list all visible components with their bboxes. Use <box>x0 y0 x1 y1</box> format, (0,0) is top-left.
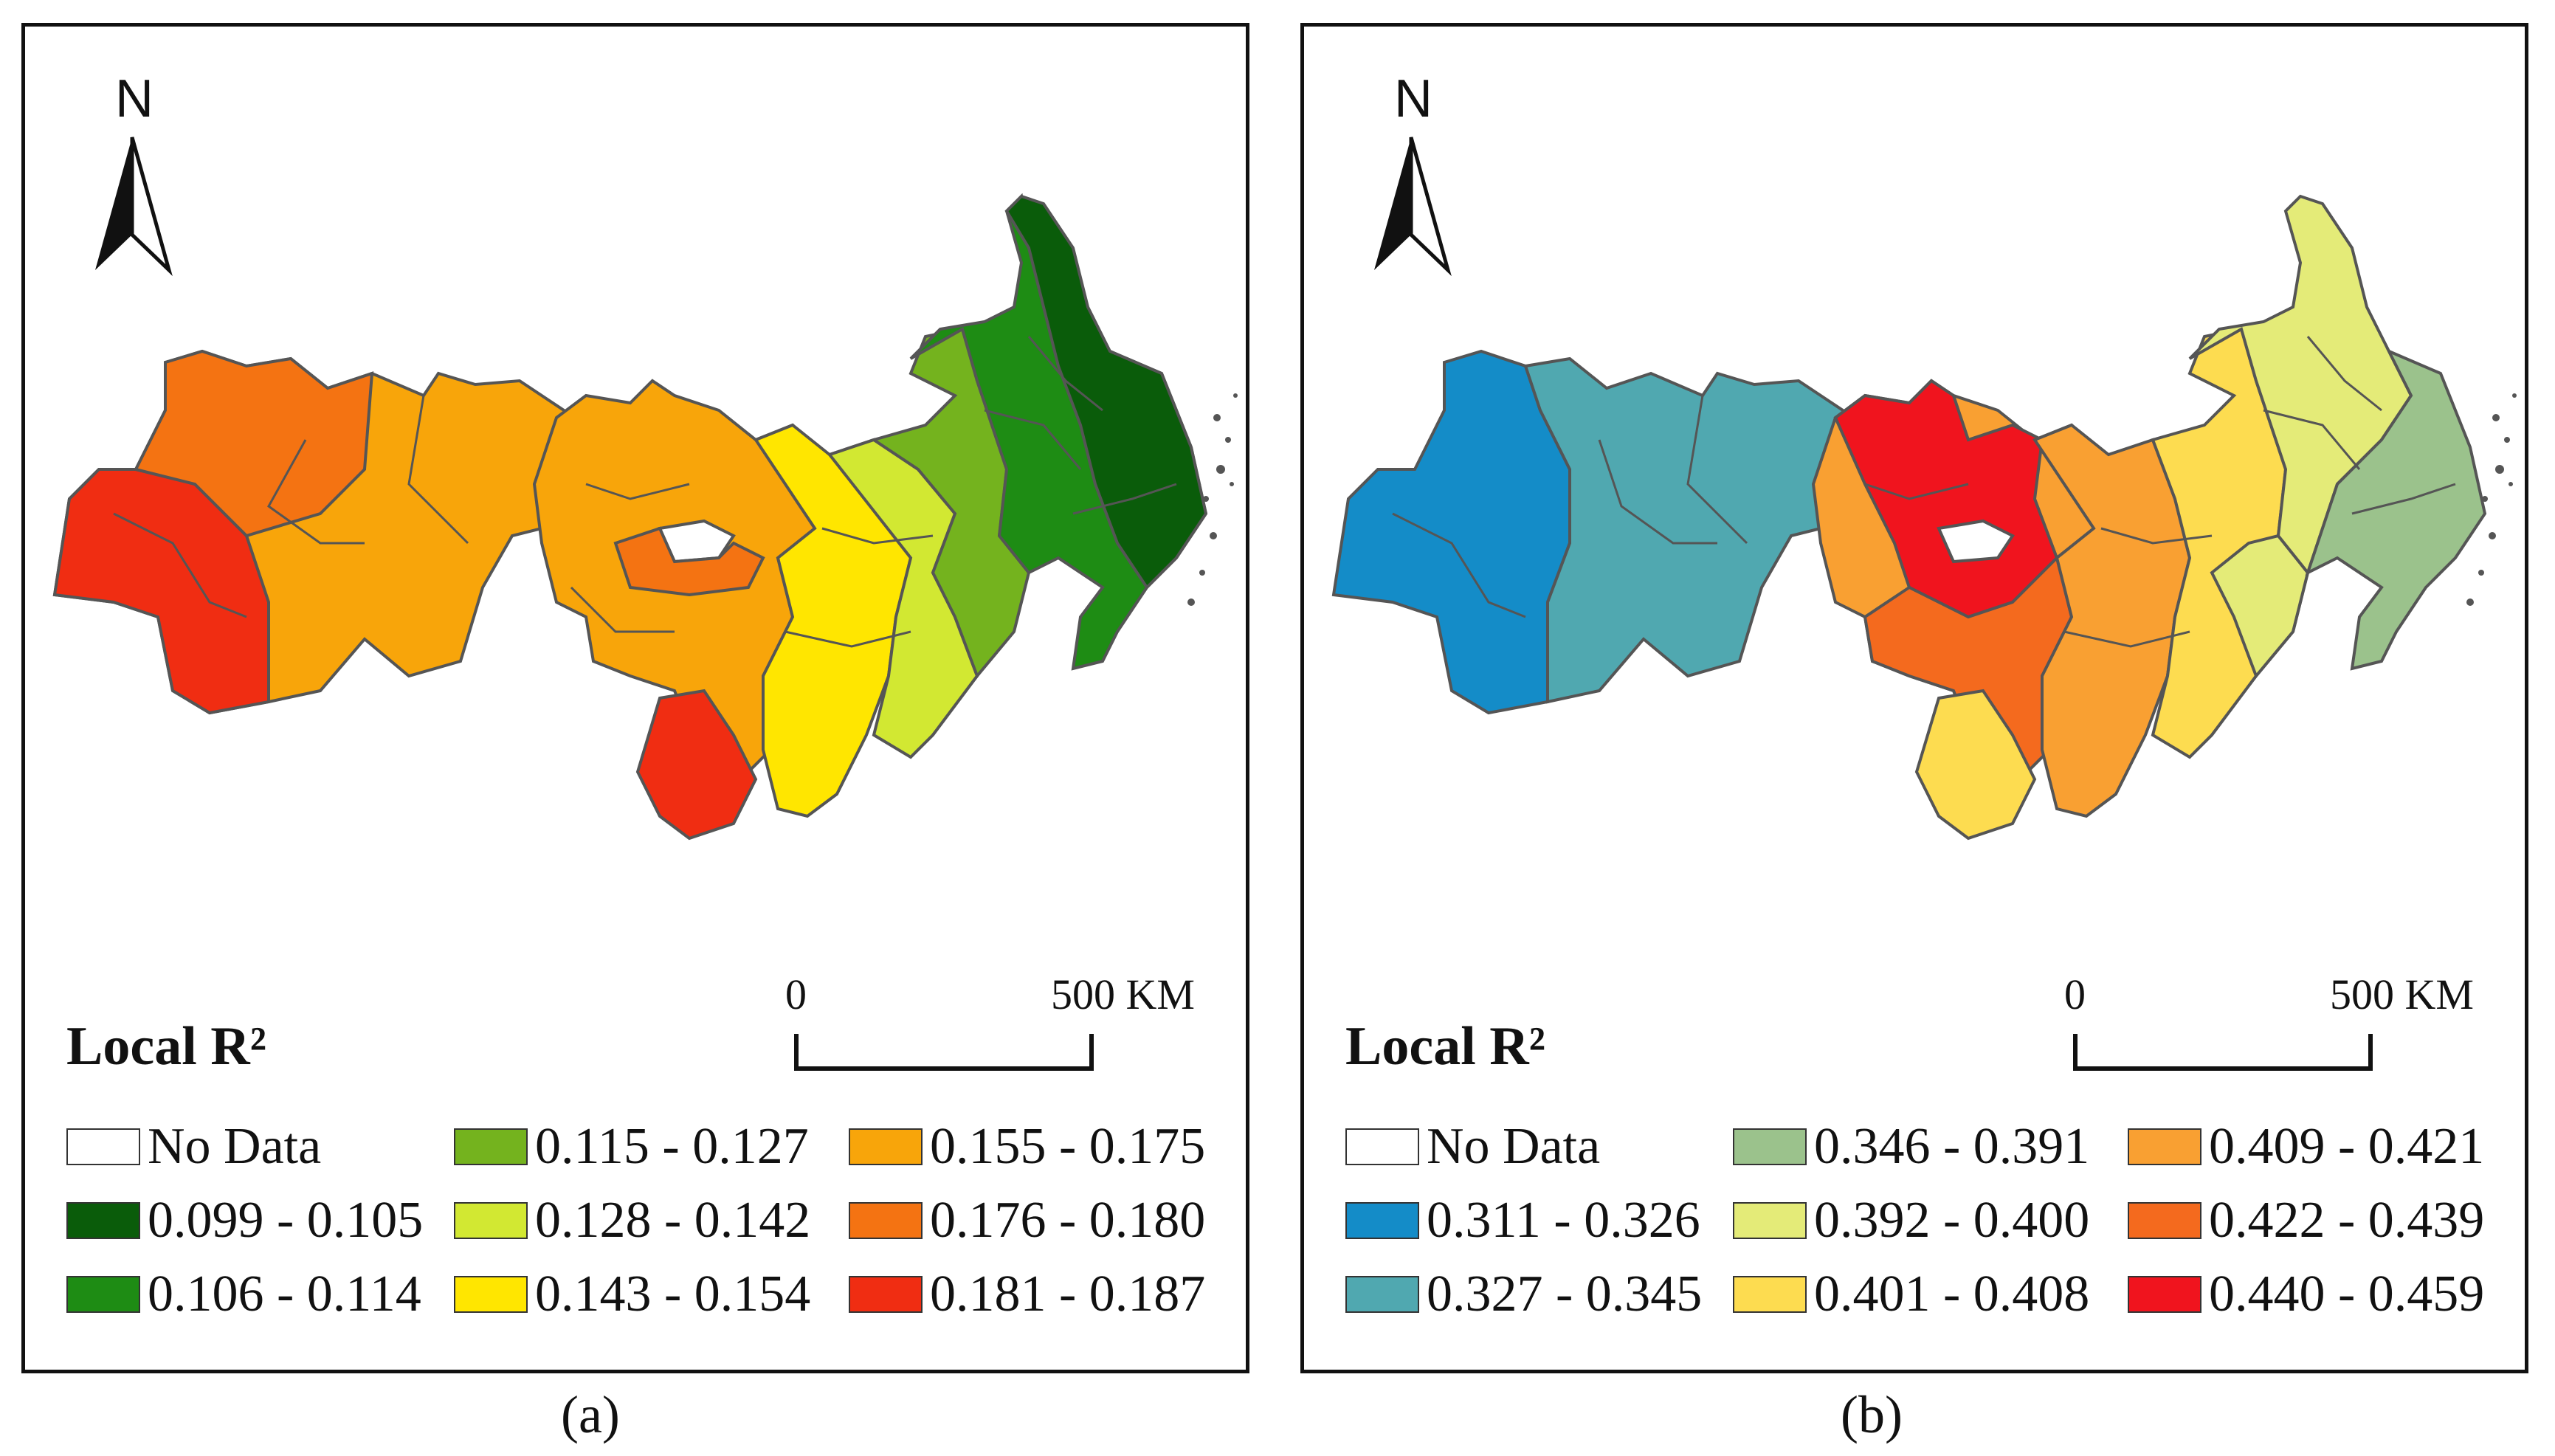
legend: No Data 0.311 - 0.326 0.327 - 0.345 0.34… <box>1345 1117 2526 1339</box>
legend-item: 0.128 - 0.142 <box>454 1191 810 1250</box>
legend-item: No Data <box>66 1117 321 1176</box>
legend-item: 0.422 - 0.439 <box>2128 1191 2484 1250</box>
legend-label: 0.327 - 0.345 <box>1427 1266 1703 1322</box>
legend: No Data 0.099 - 0.105 0.106 - 0.114 0.11… <box>66 1117 1247 1339</box>
north-arrow-icon <box>1374 137 1452 277</box>
islands <box>2466 393 2517 606</box>
legend-item: 0.115 - 0.127 <box>454 1117 809 1176</box>
legend-swatch <box>2128 1276 2201 1313</box>
legend-label: 0.346 - 0.391 <box>1814 1118 2090 1175</box>
legend-swatch <box>1733 1276 1807 1313</box>
legend-item: 0.440 - 0.459 <box>2128 1265 2484 1324</box>
legend-swatch <box>66 1202 140 1239</box>
region-south-red <box>635 689 758 841</box>
legend-label: 0.176 - 0.180 <box>930 1192 1206 1249</box>
legend-item: 0.327 - 0.345 <box>1345 1265 1702 1324</box>
legend-label: No Data <box>148 1118 322 1175</box>
legend-swatch <box>1733 1128 1807 1165</box>
legend-swatch <box>849 1276 923 1313</box>
scale-start-label: 0 <box>2064 970 2086 1018</box>
legend-item: 0.401 - 0.408 <box>1733 1265 2089 1324</box>
region-south-yellow <box>1914 689 2037 841</box>
region-central-hole <box>1937 519 2015 564</box>
legend-label: 0.440 - 0.459 <box>2209 1266 2485 1322</box>
region-east-pale <box>2188 194 2413 576</box>
region-west-borders <box>113 395 469 618</box>
legend-title: Local R² <box>66 1016 266 1077</box>
region-west-teal <box>1523 356 1875 704</box>
region-east-sage <box>2305 348 2487 671</box>
region-east-borders <box>570 336 1177 648</box>
legend-swatch <box>66 1128 140 1165</box>
map-a <box>52 137 1238 1071</box>
legend-item: 0.392 - 0.400 <box>1733 1191 2089 1250</box>
map-panel-b: N 0 500 KM Local R² No Data 0.311 - 0.32… <box>1300 23 2528 1373</box>
scale-bar <box>2073 1034 2373 1071</box>
legend-swatch <box>2128 1128 2201 1165</box>
legend-item: 0.409 - 0.421 <box>2128 1117 2484 1176</box>
legend-swatch <box>849 1128 923 1165</box>
legend-item: 0.311 - 0.326 <box>1345 1191 1700 1250</box>
legend-label: 0.143 - 0.154 <box>535 1266 811 1322</box>
north-arrow-icon <box>95 137 173 277</box>
scale-end-label: 500 KM <box>1051 970 1195 1018</box>
legend-label: 0.401 - 0.408 <box>1814 1266 2090 1322</box>
legend-swatch <box>1733 1202 1807 1239</box>
legend-label: 0.311 - 0.326 <box>1427 1192 1700 1249</box>
legend-swatch <box>454 1276 528 1313</box>
legend-label: 0.128 - 0.142 <box>535 1192 811 1249</box>
legend-item: 0.181 - 0.187 <box>849 1265 1205 1324</box>
north-label: N <box>1394 69 1432 128</box>
legend-title: Local R² <box>1345 1016 1545 1077</box>
legend-label: 0.181 - 0.187 <box>930 1266 1206 1322</box>
legend-swatch <box>454 1128 528 1165</box>
region-west-borders <box>1392 395 1748 618</box>
scale-bar <box>794 1034 1094 1071</box>
legend-label: 0.422 - 0.439 <box>2209 1192 2485 1249</box>
legend-label: 0.099 - 0.105 <box>148 1192 424 1249</box>
legend-label: 0.155 - 0.175 <box>930 1118 1206 1175</box>
legend-swatch <box>2128 1202 2201 1239</box>
region-central-red <box>1833 379 2059 619</box>
region-east-dark <box>1004 194 1208 590</box>
legend-item: 0.099 - 0.105 <box>66 1191 423 1250</box>
region-west-blue <box>1331 349 1571 715</box>
legend-item: 0.106 - 0.114 <box>66 1265 421 1324</box>
legend-item: 0.176 - 0.180 <box>849 1191 1205 1250</box>
legend-swatch <box>1345 1128 1419 1165</box>
map-b <box>1331 137 2517 1071</box>
legend-label: 0.392 - 0.400 <box>1814 1192 2090 1249</box>
region-central-orange <box>613 526 765 597</box>
region-west-orange <box>134 349 374 538</box>
legend-label: No Data <box>1427 1118 1601 1175</box>
islands <box>1187 393 1238 606</box>
region-midpale <box>2210 534 2310 679</box>
legend-swatch <box>66 1276 140 1313</box>
north-label: N <box>115 69 154 128</box>
legend-swatch <box>454 1202 528 1239</box>
scale-end-label: 500 KM <box>2330 970 2474 1018</box>
legend-swatch <box>1345 1276 1419 1313</box>
legend-label: 0.106 - 0.114 <box>148 1266 421 1322</box>
caption-b: (b) <box>1841 1385 1903 1444</box>
region-east-borders <box>1864 336 2456 648</box>
legend-item: 0.143 - 0.154 <box>454 1265 810 1324</box>
legend-swatch <box>1345 1202 1419 1239</box>
legend-swatch <box>849 1202 923 1239</box>
legend-item: 0.346 - 0.391 <box>1733 1117 2089 1176</box>
scale-start-label: 0 <box>785 970 807 1018</box>
region-midorange <box>2032 423 2192 818</box>
legend-item: 0.155 - 0.175 <box>849 1117 1205 1176</box>
legend-item: No Data <box>1345 1117 1600 1176</box>
legend-label: 0.409 - 0.421 <box>2209 1118 2485 1175</box>
map-panel-a: N 0 500 KM Local R² No Data 0.099 - 0.10… <box>21 23 1249 1373</box>
legend-label: 0.115 - 0.127 <box>535 1118 809 1175</box>
caption-a: (a) <box>561 1385 620 1444</box>
